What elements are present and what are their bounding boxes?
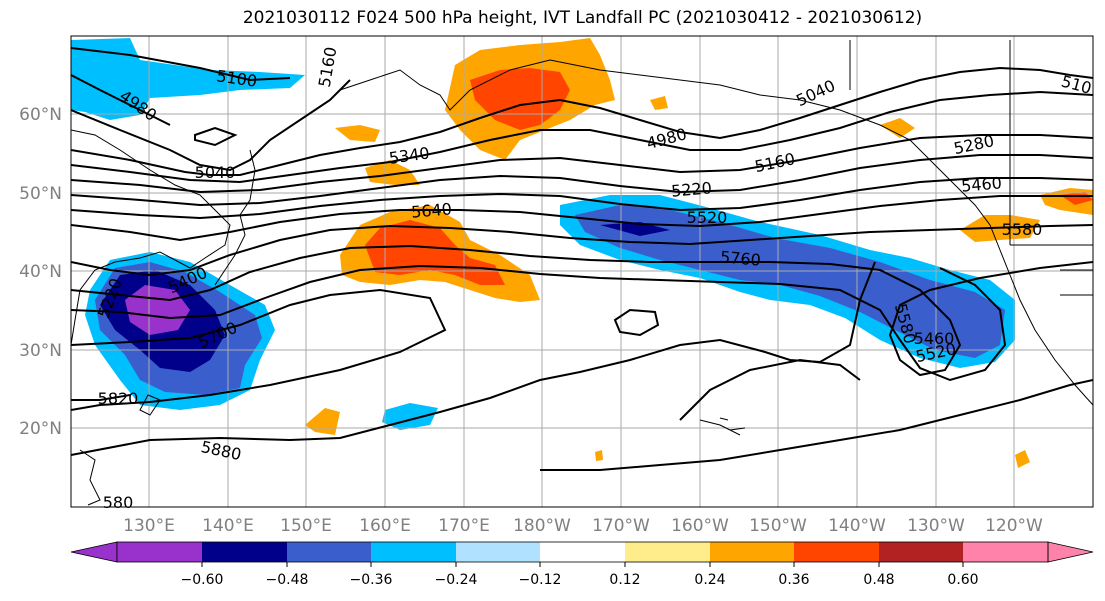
colorbar-tick-label: −0.12 xyxy=(519,572,562,588)
colorbar-tick-label: −0.60 xyxy=(181,572,224,588)
lon-label: 170°W xyxy=(592,516,650,536)
colorbar-segment xyxy=(287,542,371,562)
colorbar-extend-high xyxy=(1047,541,1094,563)
colorbar: −0.60 −0.48 −0.36 −0.24 −0.12 0.12 0.24 … xyxy=(70,541,1094,588)
colorbar-extend-low xyxy=(70,541,118,563)
height-contours xyxy=(71,47,1093,471)
colorbar-frame xyxy=(116,541,1049,563)
lat-label: 40°N xyxy=(19,262,62,282)
shade-orange-tiny2 xyxy=(650,96,668,110)
lon-label: 130°W xyxy=(907,516,965,536)
lat-label: 60°N xyxy=(19,105,62,125)
contour-label: 5040 xyxy=(195,163,236,182)
lon-label: 130°E xyxy=(123,516,175,536)
lon-label: 120°W xyxy=(985,516,1043,536)
graticule xyxy=(71,36,1093,507)
colorbar-tick-label: 0.24 xyxy=(694,572,725,588)
colorbar-tick-label: 0.36 xyxy=(778,572,809,588)
contour-label: 5760 xyxy=(719,247,761,269)
colorbar-segment xyxy=(963,542,1048,562)
contour-label: 5220 xyxy=(670,178,712,200)
colorbar-segment xyxy=(202,542,287,562)
coastlines xyxy=(71,36,1093,506)
lat-label: 50°N xyxy=(19,184,62,204)
lon-label: 160°E xyxy=(359,516,411,536)
colorbar-tick-label: 0.60 xyxy=(947,572,978,588)
colorbar-ticks xyxy=(201,562,964,567)
lon-label: 140°E xyxy=(202,516,254,536)
lon-label: 170°E xyxy=(438,516,490,536)
colorbar-segment xyxy=(371,542,456,562)
latitude-labels: 60°N 50°N 40°N 30°N 20°N xyxy=(19,105,62,439)
shade-blue-northwest xyxy=(71,38,305,120)
map-title: 2021030112 F024 500 hPa height, IVT Land… xyxy=(242,8,923,28)
contour-label: 5460 xyxy=(914,329,955,348)
colorbar-segment xyxy=(625,542,710,562)
shade-orange-mexico xyxy=(1015,450,1030,468)
longitude-labels: 130°E 140°E 150°E 160°E 170°E 180°W 170°… xyxy=(123,516,1043,536)
colorbar-segment xyxy=(117,542,202,562)
shade-orange-small2 xyxy=(365,160,420,185)
lon-label: 150°W xyxy=(749,516,807,536)
colorbar-segment xyxy=(879,542,963,562)
lon-label: 160°W xyxy=(671,516,729,536)
contour-label: 5520 xyxy=(687,208,728,227)
shade-orange-tiny xyxy=(595,450,603,461)
shade-orange-gulf xyxy=(880,118,915,138)
shade-ar-dark xyxy=(600,222,670,236)
colorbar-segment xyxy=(456,542,540,562)
colorbar-segment xyxy=(540,542,625,562)
colorbar-tick-label: 0.48 xyxy=(863,572,894,588)
lon-label: 150°E xyxy=(280,516,332,536)
shade-orange-small xyxy=(335,125,380,142)
lat-label: 30°N xyxy=(19,341,62,361)
colorbar-tick-label: −0.36 xyxy=(350,572,393,588)
contour-label: 5580 xyxy=(1002,220,1043,239)
lon-label: 140°W xyxy=(828,516,886,536)
shade-red-central xyxy=(365,220,505,285)
lon-label: 180°W xyxy=(513,516,571,536)
map-panel xyxy=(71,36,1093,507)
colorbar-segment xyxy=(794,542,879,562)
contour-label: 5820 xyxy=(98,389,139,408)
lat-label: 20°N xyxy=(19,419,62,439)
colorbar-tick-label: −0.24 xyxy=(435,572,478,588)
map-frame xyxy=(70,35,1094,508)
colorbar-segment xyxy=(710,542,794,562)
colorbar-tick-label: −0.48 xyxy=(266,572,309,588)
contour-label: 580 xyxy=(103,493,134,512)
colorbar-tick-label: 0.12 xyxy=(609,572,640,588)
contour-label: 5460 xyxy=(960,173,1002,195)
contour-label: 5640 xyxy=(410,199,452,221)
